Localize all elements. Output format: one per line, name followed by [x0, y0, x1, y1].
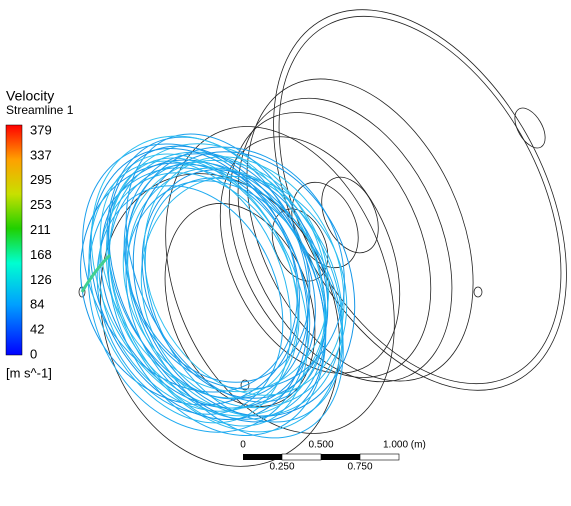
- streamline: [122, 159, 330, 393]
- streamline: [125, 180, 327, 420]
- scale-label: 0.250: [269, 462, 294, 473]
- streamline: [89, 148, 309, 420]
- streamline: [132, 151, 356, 417]
- streamline: [123, 153, 311, 383]
- legend-ticks: 379 337 295 253 211 168 126 84 42 0: [30, 122, 52, 361]
- streamline-inlet: [80, 253, 112, 293]
- streamline: [80, 162, 300, 406]
- streamline: [100, 159, 316, 409]
- streamline: [107, 164, 327, 436]
- legend-tick-label: 126: [30, 272, 52, 287]
- streamline: [127, 167, 343, 417]
- scale-label: 0: [240, 440, 246, 451]
- scale-label: 0.750: [347, 462, 372, 473]
- streamline: [98, 172, 300, 412]
- scale-bar: 0 0.500 1.000 (m) 0.250 0.750: [240, 440, 426, 473]
- legend-tick-label: 337: [30, 147, 52, 162]
- streamlines: [80, 133, 356, 439]
- legend-tick-label: 379: [30, 122, 52, 137]
- legend-tick-label: 84: [30, 297, 44, 312]
- streamline: [144, 177, 344, 423]
- legend-tick-label: 211: [30, 222, 51, 237]
- legend-title: Velocity: [6, 88, 54, 104]
- legend-subtitle: Streamline 1: [6, 103, 74, 117]
- legend-tick-label: 295: [30, 172, 52, 187]
- streamline: [90, 135, 326, 417]
- streamline: [88, 160, 292, 424]
- scale-label: 1.000 (m): [383, 440, 426, 451]
- legend-tick-label: 42: [30, 322, 44, 337]
- color-bar: [5, 124, 23, 356]
- legend-tick-label: 253: [30, 197, 52, 212]
- legend-unit: [m s^-1]: [6, 365, 52, 380]
- legend-tick-label: 168: [30, 247, 52, 262]
- legend-tick-label: 0: [30, 346, 37, 361]
- scale-label: 0.500: [308, 440, 333, 451]
